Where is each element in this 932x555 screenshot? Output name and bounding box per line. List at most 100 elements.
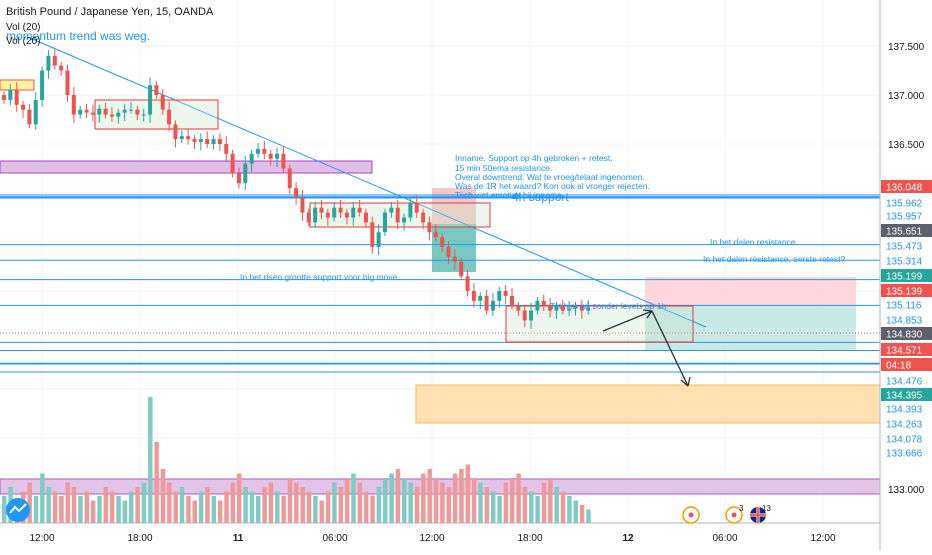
event-count-b: 13 xyxy=(762,504,771,513)
price-label: 04:18 xyxy=(886,361,911,372)
candle xyxy=(579,305,584,311)
event-icon-earnings[interactable]: 3 xyxy=(725,504,744,524)
uk-flag-icon[interactable]: 13 xyxy=(750,504,771,523)
arrow-up-head xyxy=(642,309,653,319)
price-label: 134.571 xyxy=(886,346,923,357)
volume-bar xyxy=(230,482,236,523)
note-line-2: 15 min 50ema resistance. xyxy=(455,163,552,173)
candle xyxy=(135,109,140,115)
candle xyxy=(287,168,292,189)
candle xyxy=(427,222,432,233)
candle xyxy=(14,90,19,105)
candle xyxy=(141,114,146,116)
candle xyxy=(249,153,254,164)
zonder-levels-note: Tot hier wij zonder levels op 1h xyxy=(550,301,667,311)
candle xyxy=(300,197,305,213)
price-label-bg xyxy=(881,180,932,193)
candle xyxy=(33,99,38,125)
volume-bar xyxy=(440,482,445,523)
price-label-bg xyxy=(881,374,932,387)
price-label: 134.830 xyxy=(886,330,923,341)
volume-bar xyxy=(205,487,210,523)
candle xyxy=(192,139,197,143)
price-axis[interactable]: 137.500 137.000 136.500 133.000 136.048 135.9… xyxy=(881,42,932,496)
volume-bar xyxy=(281,496,286,523)
candle xyxy=(535,300,540,311)
candle xyxy=(395,207,400,223)
candle xyxy=(148,85,153,115)
volume-bar xyxy=(535,496,540,523)
downtrend-line[interactable] xyxy=(29,37,707,328)
time-tick: 12:00 xyxy=(29,533,54,544)
volume-bar xyxy=(433,478,439,523)
volume-bar xyxy=(522,487,528,523)
price-label-bg xyxy=(881,254,932,267)
orange-target-zone xyxy=(415,384,881,424)
candle xyxy=(414,202,419,213)
price-tick: 136.500 xyxy=(888,140,925,151)
candle xyxy=(433,232,438,238)
price-label: 135.651 xyxy=(886,227,923,238)
price-label-bg xyxy=(881,343,932,356)
volume-bar xyxy=(40,473,45,523)
candle xyxy=(389,207,394,213)
candle xyxy=(313,207,318,223)
price-label: 135.199 xyxy=(886,272,923,283)
candle xyxy=(173,124,178,140)
candle xyxy=(560,305,565,311)
support-levels xyxy=(0,194,880,373)
event-icon-economic[interactable] xyxy=(682,506,700,524)
candle xyxy=(567,308,572,311)
volume-bar xyxy=(90,500,96,523)
time-tick: 12 xyxy=(622,533,634,544)
time-axis[interactable]: 12:00 18:00 11 06:00 12:00 18:00 12 06:00 12:00 xyxy=(29,533,835,544)
volume-bar xyxy=(148,397,153,523)
volume-bar xyxy=(33,496,39,523)
volume-bar xyxy=(427,469,432,523)
volume-bar xyxy=(541,482,547,523)
note-line-4: Was de 1R het waard? Kon ook al vroeger … xyxy=(455,181,650,191)
volume-bar xyxy=(351,473,356,523)
candle xyxy=(224,144,229,154)
price-label-bg xyxy=(881,402,932,415)
note-line-5: Toch wat emoties bij inname. xyxy=(455,190,564,200)
time-tick: 18:00 xyxy=(517,533,542,544)
candle xyxy=(503,291,508,296)
volume-bar xyxy=(122,500,128,523)
risen-note: In het risen grootte support voor big mo… xyxy=(240,272,400,282)
candle xyxy=(27,109,32,125)
volume-bar xyxy=(109,491,115,523)
candle xyxy=(484,295,489,311)
dalen-resistance-note: In het dalen resistance xyxy=(710,237,796,247)
candle xyxy=(344,212,349,218)
note-line-3: Overal downtrend. Wat te vroeg/telaat in… xyxy=(455,172,645,182)
volume-bar xyxy=(503,482,509,523)
price-label-bg xyxy=(881,358,932,371)
volume-bar xyxy=(573,500,578,523)
price-label: 135.116 xyxy=(886,301,922,312)
candle xyxy=(211,139,216,144)
price-label-bg xyxy=(881,284,932,297)
volume-bar xyxy=(268,482,274,523)
candle xyxy=(338,207,343,213)
candle xyxy=(52,55,57,66)
time-tick: 11 xyxy=(233,533,244,544)
price-label: 135.473 xyxy=(886,242,923,253)
candle xyxy=(256,148,260,154)
price-label: 134.395 xyxy=(886,391,923,402)
price-label: 135.957 xyxy=(886,212,923,223)
volume-bar xyxy=(256,496,261,523)
volume-bar xyxy=(287,478,293,523)
price-label: 135.139 xyxy=(886,287,923,298)
volume-bar xyxy=(516,473,521,523)
candle xyxy=(59,65,64,71)
volume-bar xyxy=(243,487,248,523)
price-label-bg xyxy=(881,388,932,401)
volume-bar xyxy=(249,491,255,523)
tradingview-logo[interactable] xyxy=(6,498,30,522)
price-tick: 137.500 xyxy=(888,42,925,53)
candlesticks xyxy=(2,47,591,329)
candle xyxy=(230,153,235,174)
volume-bar xyxy=(167,482,172,523)
